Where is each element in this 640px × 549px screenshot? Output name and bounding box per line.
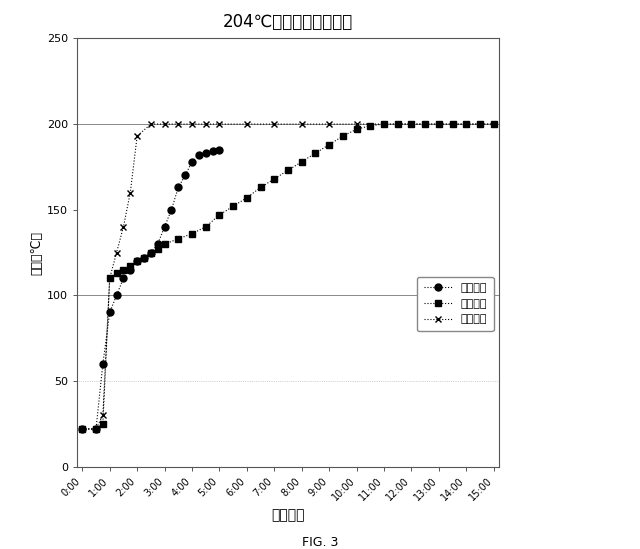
結合劑１ [181, 172, 189, 179]
結合劑２ [229, 203, 237, 210]
結合劑４ [216, 121, 223, 127]
結合劑４ [353, 121, 360, 127]
結合劑２ [140, 254, 148, 261]
結合劑４ [325, 121, 333, 127]
結合劑２ [99, 421, 107, 427]
結合劑２ [271, 176, 278, 182]
結合劑２ [113, 270, 120, 276]
結合劑４ [435, 121, 443, 127]
結合劑２ [312, 150, 319, 156]
結合劑４ [271, 121, 278, 127]
結合劑１ [133, 258, 141, 265]
結合劑１ [140, 254, 148, 261]
結合劑２ [353, 126, 360, 132]
結合劑２ [147, 249, 155, 256]
結合劑２ [154, 246, 161, 253]
Y-axis label: 温度（℃）: 温度（℃） [31, 231, 44, 274]
Line: 結合劑１: 結合劑１ [79, 146, 223, 433]
結合劑４ [147, 121, 155, 127]
結合劑４ [298, 121, 305, 127]
結合劑２ [202, 223, 209, 230]
結合劑２ [298, 159, 305, 165]
結合劑４ [243, 121, 251, 127]
結合劑２ [188, 231, 196, 237]
Legend: 結合劑１, 結合劑２, 結合劑４: 結合劑１, 結合劑２, 結合劑４ [417, 277, 493, 331]
結合劑１ [147, 249, 155, 256]
結合劑４ [106, 275, 113, 282]
結合劑４ [113, 249, 120, 256]
結合劑２ [339, 133, 347, 139]
結合劑１ [106, 309, 113, 316]
結合劑２ [367, 122, 374, 129]
結合劑４ [202, 121, 209, 127]
結合劑４ [463, 121, 470, 127]
結合劑２ [490, 121, 497, 127]
結合劑４ [188, 121, 196, 127]
結合劑４ [99, 412, 107, 418]
結合劑１ [168, 206, 175, 213]
結合劑２ [408, 121, 415, 127]
結合劑４ [408, 121, 415, 127]
結合劑２ [449, 121, 456, 127]
結合劑２ [120, 266, 127, 273]
結合劑２ [394, 121, 401, 127]
Line: 結合劑２: 結合劑２ [79, 121, 497, 433]
結合劑４ [490, 121, 497, 127]
結合劑４ [161, 121, 168, 127]
結合劑４ [127, 189, 134, 196]
結合劑１ [188, 159, 196, 165]
結合劑２ [92, 425, 100, 432]
X-axis label: 成型時間: 成型時間 [271, 508, 305, 522]
結合劑２ [79, 425, 86, 432]
結合劑４ [120, 223, 127, 230]
結合劑１ [154, 240, 161, 247]
結合劑４ [380, 121, 388, 127]
結合劑１ [202, 150, 209, 156]
結合劑２ [175, 236, 182, 242]
結合劑４ [92, 425, 100, 432]
結合劑２ [243, 194, 251, 201]
結合劑２ [421, 121, 429, 127]
結合劑２ [127, 263, 134, 270]
結合劑２ [106, 275, 113, 282]
結合劑１ [216, 147, 223, 153]
結合劑１ [120, 275, 127, 282]
結合劑１ [99, 361, 107, 367]
結合劑２ [284, 167, 292, 173]
結合劑２ [380, 121, 388, 127]
結合劑２ [463, 121, 470, 127]
結合劑１ [127, 266, 134, 273]
結合劑２ [216, 211, 223, 218]
結合劑４ [133, 133, 141, 139]
結合劑１ [195, 152, 203, 158]
結合劑１ [79, 425, 86, 432]
結合劑２ [325, 141, 333, 148]
結合劑２ [435, 121, 443, 127]
結合劑１ [113, 292, 120, 299]
Text: FIG. 3: FIG. 3 [302, 536, 338, 549]
結合劑２ [257, 184, 264, 191]
結合劑２ [161, 240, 168, 247]
結合劑２ [133, 258, 141, 265]
結合劑２ [476, 121, 484, 127]
結合劑１ [209, 148, 216, 155]
結合劑１ [92, 425, 100, 432]
結合劑４ [175, 121, 182, 127]
結合劑４ [79, 425, 86, 432]
Title: 204℃成型での硬化温度: 204℃成型での硬化温度 [223, 13, 353, 31]
結合劑１ [161, 223, 168, 230]
Line: 結合劑４: 結合劑４ [79, 121, 497, 432]
結合劑１ [175, 184, 182, 191]
